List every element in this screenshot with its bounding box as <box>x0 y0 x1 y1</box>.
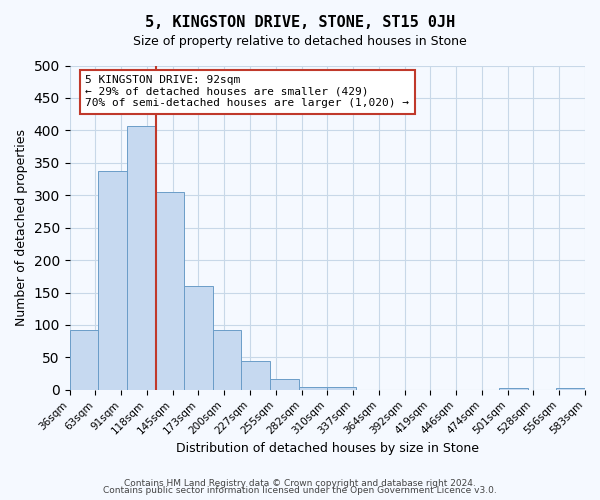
Bar <box>499 388 528 390</box>
Bar <box>155 192 184 390</box>
Text: Size of property relative to detached houses in Stone: Size of property relative to detached ho… <box>133 35 467 48</box>
Bar <box>213 330 241 390</box>
Bar <box>127 126 155 390</box>
Bar <box>184 286 213 390</box>
Text: 5 KINGSTON DRIVE: 92sqm
← 29% of detached houses are smaller (429)
70% of semi-d: 5 KINGSTON DRIVE: 92sqm ← 29% of detache… <box>85 75 409 108</box>
Bar <box>328 386 356 390</box>
Y-axis label: Number of detached properties: Number of detached properties <box>15 129 28 326</box>
Text: Contains HM Land Registry data © Crown copyright and database right 2024.: Contains HM Land Registry data © Crown c… <box>124 478 476 488</box>
Bar <box>299 386 328 390</box>
Text: 5, KINGSTON DRIVE, STONE, ST15 0JH: 5, KINGSTON DRIVE, STONE, ST15 0JH <box>145 15 455 30</box>
Bar <box>270 379 299 390</box>
X-axis label: Distribution of detached houses by size in Stone: Distribution of detached houses by size … <box>176 442 479 455</box>
Bar <box>241 360 270 390</box>
Bar <box>70 330 98 390</box>
Bar <box>556 388 585 390</box>
Text: Contains public sector information licensed under the Open Government Licence v3: Contains public sector information licen… <box>103 486 497 495</box>
Bar <box>98 170 127 390</box>
